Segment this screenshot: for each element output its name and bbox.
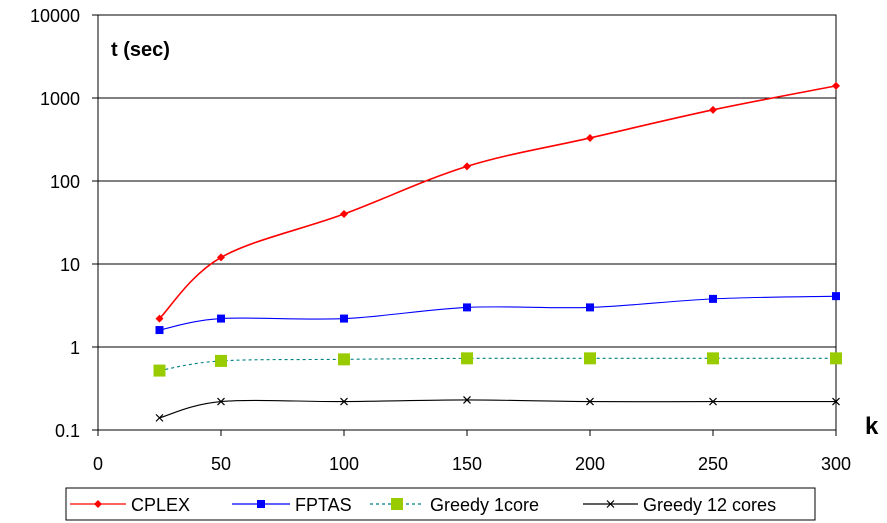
data-point bbox=[586, 303, 594, 312]
series-fptas bbox=[155, 292, 840, 335]
data-point bbox=[217, 397, 225, 406]
y-tick-label: 1000 bbox=[40, 89, 80, 109]
x-axis-title: k bbox=[865, 413, 879, 440]
legend-marker bbox=[606, 500, 615, 508]
y-tick-label: 10000 bbox=[30, 6, 80, 26]
x-tick-label: 250 bbox=[698, 454, 728, 474]
data-point bbox=[709, 397, 717, 406]
data-point bbox=[153, 364, 166, 377]
data-point bbox=[586, 397, 594, 406]
series-line bbox=[159, 357, 836, 372]
data-point bbox=[586, 133, 594, 142]
x-tick-label: 50 bbox=[211, 454, 231, 474]
legend-item: Greedy 12 cores bbox=[583, 495, 776, 515]
data-point bbox=[155, 413, 164, 422]
series-line bbox=[159, 295, 837, 331]
data-point bbox=[340, 397, 348, 406]
series-line bbox=[158, 85, 837, 320]
data-point bbox=[340, 314, 348, 323]
legend-item: CPLEX bbox=[70, 495, 190, 515]
data-point bbox=[217, 314, 225, 323]
series-layer bbox=[153, 81, 842, 422]
data-point bbox=[832, 81, 840, 90]
legend-item: FPTAS bbox=[232, 495, 352, 515]
x-tick-labels: 0 50 100 150 200 250 300 bbox=[93, 454, 851, 474]
legend-label: FPTAS bbox=[295, 495, 352, 515]
series-line bbox=[159, 399, 837, 419]
x-tick-label: 100 bbox=[329, 454, 359, 474]
data-point bbox=[584, 352, 596, 365]
x-tick-label: 200 bbox=[575, 454, 605, 474]
data-point bbox=[709, 294, 717, 303]
series-greedy-1core bbox=[153, 352, 842, 377]
data-point bbox=[215, 354, 227, 367]
legend-label: CPLEX bbox=[131, 495, 190, 515]
series-greedy-12-cores bbox=[155, 396, 840, 422]
data-point bbox=[155, 326, 164, 335]
x-tick-label: 0 bbox=[93, 454, 103, 474]
data-point bbox=[707, 352, 719, 365]
plot-frame bbox=[97, 14, 837, 431]
legend-item: Greedy 1core bbox=[370, 495, 539, 515]
data-point bbox=[338, 353, 350, 366]
legend-marker bbox=[94, 500, 102, 508]
y-tick-label: 0.1 bbox=[55, 421, 80, 441]
legend-marker bbox=[257, 500, 265, 508]
legend: CPLEX FPTAS Greedy 1core Greedy 12 cores bbox=[65, 487, 816, 521]
legend-box bbox=[65, 487, 816, 521]
data-point bbox=[340, 210, 348, 219]
data-point bbox=[830, 352, 842, 365]
legend-marker bbox=[391, 498, 403, 510]
data-point bbox=[832, 292, 840, 301]
x-tick-label: 300 bbox=[821, 454, 851, 474]
legend-label: Greedy 12 cores bbox=[643, 495, 776, 515]
data-point bbox=[463, 396, 471, 404]
gridlines bbox=[98, 14, 836, 348]
y-tick-labels: 0.1 1 10 100 1000 10000 bbox=[30, 6, 80, 441]
data-point bbox=[155, 314, 164, 323]
y-axis-title: t (sec) bbox=[111, 39, 170, 61]
axes bbox=[92, 14, 837, 436]
y-tick-label: 10 bbox=[60, 255, 80, 275]
data-point bbox=[461, 352, 473, 365]
data-point bbox=[463, 162, 471, 171]
data-point bbox=[709, 105, 717, 114]
legend-label: Greedy 1core bbox=[430, 495, 539, 515]
y-tick-label: 1 bbox=[70, 338, 80, 358]
x-tick-label: 150 bbox=[452, 454, 482, 474]
y-tick-label: 100 bbox=[50, 172, 80, 192]
data-point bbox=[832, 397, 840, 406]
data-point bbox=[463, 303, 471, 312]
data-point bbox=[217, 253, 225, 262]
series-cplex bbox=[155, 81, 840, 323]
